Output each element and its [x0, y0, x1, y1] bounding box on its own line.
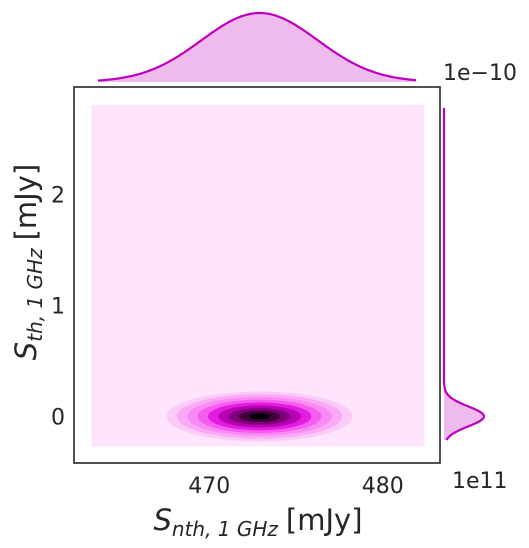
x-tick-label: 470 [188, 474, 230, 499]
y-axis-label: Sth, 1 GHz[mJy] [9, 164, 47, 360]
y-tick-label: 0 [51, 405, 65, 430]
y-ticks: 0 1 2 [51, 184, 65, 431]
kde-level-9 [249, 413, 270, 420]
y-tick-label: 2 [51, 184, 65, 209]
plot-frame [73, 86, 441, 464]
y-tick-label: 1 [51, 295, 65, 320]
top-marginal-line [97, 11, 417, 82]
x-axis-label: Snth, 1 GHz [mJy] [153, 503, 362, 541]
right-marginal-scale-label: 1e11 [452, 469, 508, 494]
top-marginal-fill [98, 13, 417, 82]
kde-background [91, 104, 425, 447]
x-tick-label: 480 [362, 474, 404, 499]
right-marginal-line [442, 108, 486, 441]
kde-contours [166, 391, 353, 442]
x-ticks: 470 480 [188, 474, 403, 499]
right-marginal-fill [444, 108, 484, 440]
top-marginal-scale-label: 1e−10 [443, 61, 517, 86]
